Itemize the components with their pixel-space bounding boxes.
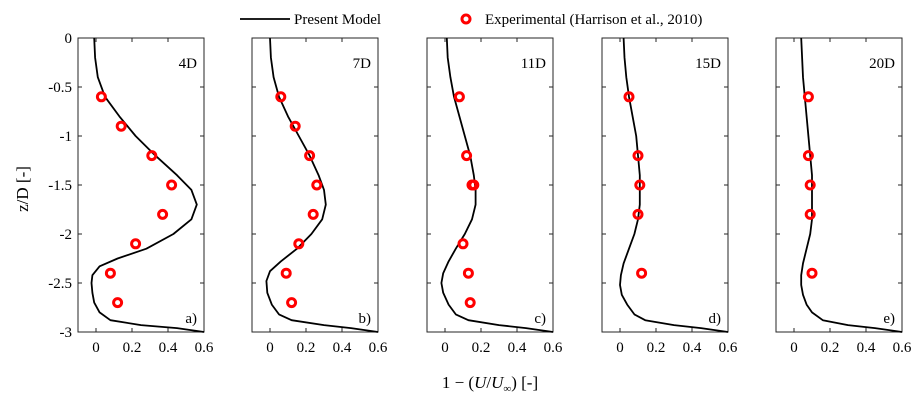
panel-1: 0 -0.5 -1 -1.5 -2 -2.5 -3 0 0.2 0.4 0.6 4D a) [48,31,214,356]
experimental-point [289,120,301,132]
y-tick-label: 0 [65,31,73,47]
x-tick-label: 0 [616,340,624,356]
panel-title: 4D [179,56,198,72]
experimental-point [806,267,818,279]
panel-4: 0 0.2 0.4 0.6 15D d) [601,37,738,356]
panel-5: 0 0.2 0.4 0.6 20D e) [775,37,912,356]
x-tick-label: 0.2 [297,340,316,356]
model-curve [440,37,554,333]
y-tick-label: -3 [60,325,73,341]
legend: Present Model Experimental (Harrison et … [240,12,702,28]
panels: 0 -0.5 -1 -1.5 -2 -2.5 -3 0 0.2 0.4 0.6 4D a) 0 0.2 0.4… [48,31,912,356]
panel-3: 0 0.2 0.4 0.6 11D c) [426,37,563,356]
legend-label-model: Present Model [294,12,381,28]
experimental-point [307,208,319,220]
experimental-point [464,297,476,309]
panel-frame [77,37,205,333]
x-axis-title-prefix: 1 − ( [442,373,475,392]
experimental-point [461,150,473,162]
y-axis-title: z/D [-] [13,166,32,212]
experimental-point [95,91,107,103]
experimental-point [157,208,169,220]
experimental-point [304,150,316,162]
panel-frame [251,37,379,333]
x-axis-title-u: U [474,373,488,392]
model-curve [619,37,729,333]
panel-frame [775,37,903,333]
legend-label-experimental: Experimental (Harrison et al., 2010) [485,12,702,28]
experimental-point [130,238,142,250]
panel-frame [426,37,554,333]
experimental-point [457,238,469,250]
model-curve [90,37,205,333]
x-tick-label: 0 [790,340,798,356]
experimental-point [636,267,648,279]
x-tick-label: 0.2 [647,340,666,356]
experimental-point [311,179,323,191]
experimental-point [634,179,646,191]
x-tick-label: 0.2 [123,340,142,356]
experimental-point [632,208,644,220]
x-tick-label: 0.2 [821,340,840,356]
experimental-point [453,91,465,103]
x-axis-title-slash: / [486,373,491,392]
panel-title: 7D [353,56,372,72]
panel-title: 15D [695,56,721,72]
experimental-point [804,179,816,191]
experimental-point [115,120,127,132]
x-tick-label: 0.4 [683,340,702,356]
experimental-point [632,150,644,162]
experimental-point [166,179,178,191]
experimental-point [802,150,814,162]
x-axis-title-uinf: U [491,373,505,392]
experimental-point [286,297,298,309]
x-tick-label: 0 [266,340,274,356]
legend-circle-marker [460,13,472,25]
x-tick-label: 0.2 [472,340,491,356]
experimental-point [275,91,287,103]
x-axis-title: 1 − (U/U∞) [-] [442,373,538,395]
y-tick-label: -1.5 [48,178,72,194]
x-tick-label: 0.6 [893,340,912,356]
experimental-point [804,208,816,220]
x-tick-label: 0.4 [857,340,876,356]
x-tick-label: 0.6 [544,340,563,356]
panel-title: 11D [521,56,546,72]
experimental-point [293,238,305,250]
x-tick-label: 0.6 [369,340,388,356]
panel-2: 0 0.2 0.4 0.6 7D b) [251,37,388,356]
experimental-point [146,150,158,162]
experimental-point [468,179,480,191]
panel-letter: c) [534,311,546,327]
y-tick-label: -0.5 [48,80,72,96]
x-tick-label: 0 [441,340,449,356]
x-tick-label: 0.4 [508,340,527,356]
experimental-point [802,91,814,103]
experimental-point [623,91,635,103]
panel-letter: b) [359,311,372,327]
experimental-point [280,267,292,279]
x-tick-label: 0.6 [719,340,738,356]
panel-letter: a) [185,311,197,327]
x-tick-label: 0.6 [195,340,214,356]
experimental-point [462,267,474,279]
experimental-point [104,267,116,279]
model-curve [800,37,903,333]
panel-letter: d) [709,311,722,327]
y-tick-label: -2 [60,227,73,243]
x-tick-label: 0 [92,340,100,356]
panel-title: 20D [869,56,895,72]
panel-letter: e) [883,311,895,327]
x-axis-title-infinity: ∞ [503,383,511,395]
x-tick-label: 0.4 [159,340,178,356]
experimental-point [112,297,124,309]
y-tick-label: -1 [60,129,73,145]
x-axis-title-suffix: ) [-] [511,373,538,392]
y-tick-label: -2.5 [48,276,72,292]
x-tick-label: 0.4 [333,340,352,356]
model-curve [265,37,379,333]
